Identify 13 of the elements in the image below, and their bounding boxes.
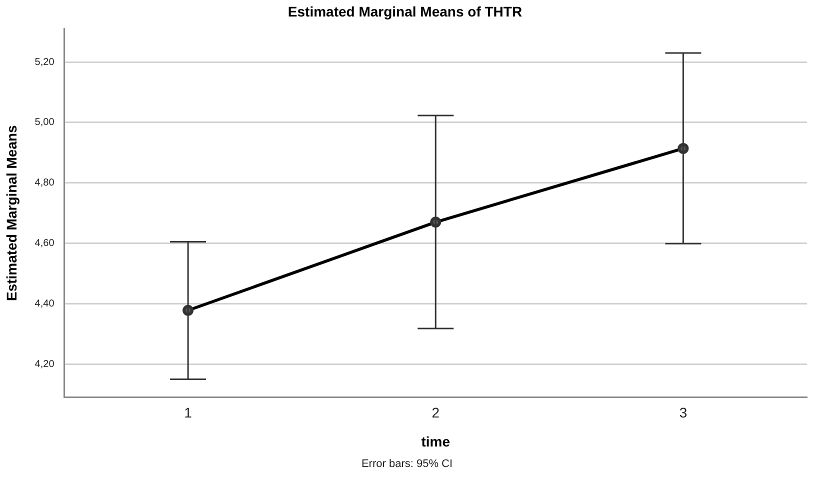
y-tick-label: 4,40 — [34, 298, 55, 310]
text: Error bars: 95% CI — [360, 458, 454, 470]
y-axis-title: Estimated Marginal Means — [3, 124, 20, 302]
y-tick-label: 5,00 — [34, 117, 55, 128]
y-tick-label: 4,80 — [34, 178, 55, 189]
x-tick-label: 1 — [184, 404, 192, 421]
y-tick-label: 5,20 — [34, 56, 55, 68]
x-tick-label: 3 — [679, 404, 688, 421]
y-tick-label: 4,20 — [34, 358, 55, 370]
chart-title: Estimated Marginal Means of THTR — [288, 3, 522, 20]
y-tick-label: 4,60 — [34, 238, 55, 250]
x-axis-title: time — [421, 433, 450, 450]
x-tick-label: 2 — [432, 404, 440, 421]
